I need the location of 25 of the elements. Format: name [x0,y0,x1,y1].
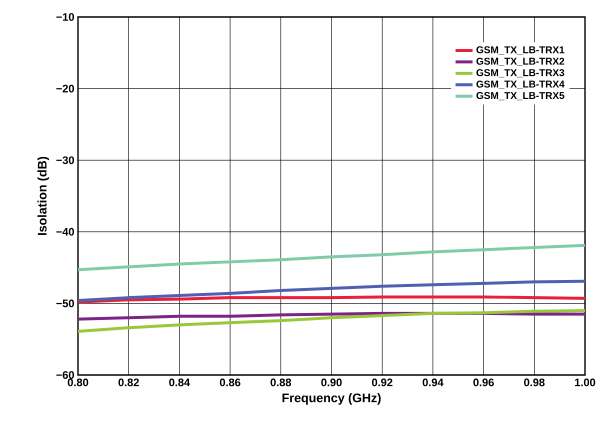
x-axis-title: Frequency (GHz) [282,393,381,405]
x-tick-label: 0.96 [473,378,494,386]
legend-label: GSM_TX_LB-TRX5 [476,92,564,100]
x-tick-label: 0.92 [372,378,392,386]
y-tick-label: −50 [56,300,74,308]
x-tick-label: 0.86 [220,378,240,386]
line-series [78,280,586,302]
legend-label: GSM_TX_LB-TRX2 [476,58,564,66]
x-tick-label: 0.80 [68,378,88,386]
x-tick-label: 0.88 [270,378,292,386]
x-tick-label: 1.00 [575,378,596,386]
x-tick-label: 0.98 [524,378,545,386]
legend-label: GSM_TX_LB-TRX4 [476,80,565,89]
y-tick-label: −10 [56,13,74,21]
x-tick-label: 0.82 [118,378,139,386]
y-tick-label: −40 [56,228,74,236]
y-tick-label: −60 [56,371,74,379]
y-axis-title: Isolation (dB) [37,156,50,235]
legend-label: GSM_TX_LB-TRX1 [476,46,564,54]
y-tick-label: −30 [56,156,74,164]
legend-label: GSM_TX_LB-TRX3 [476,69,564,78]
x-tick-label: 0.84 [169,378,190,386]
x-tick-label: 0.94 [422,378,444,386]
y-tick-label: −20 [56,84,74,92]
x-tick-label: 0.90 [321,378,342,386]
